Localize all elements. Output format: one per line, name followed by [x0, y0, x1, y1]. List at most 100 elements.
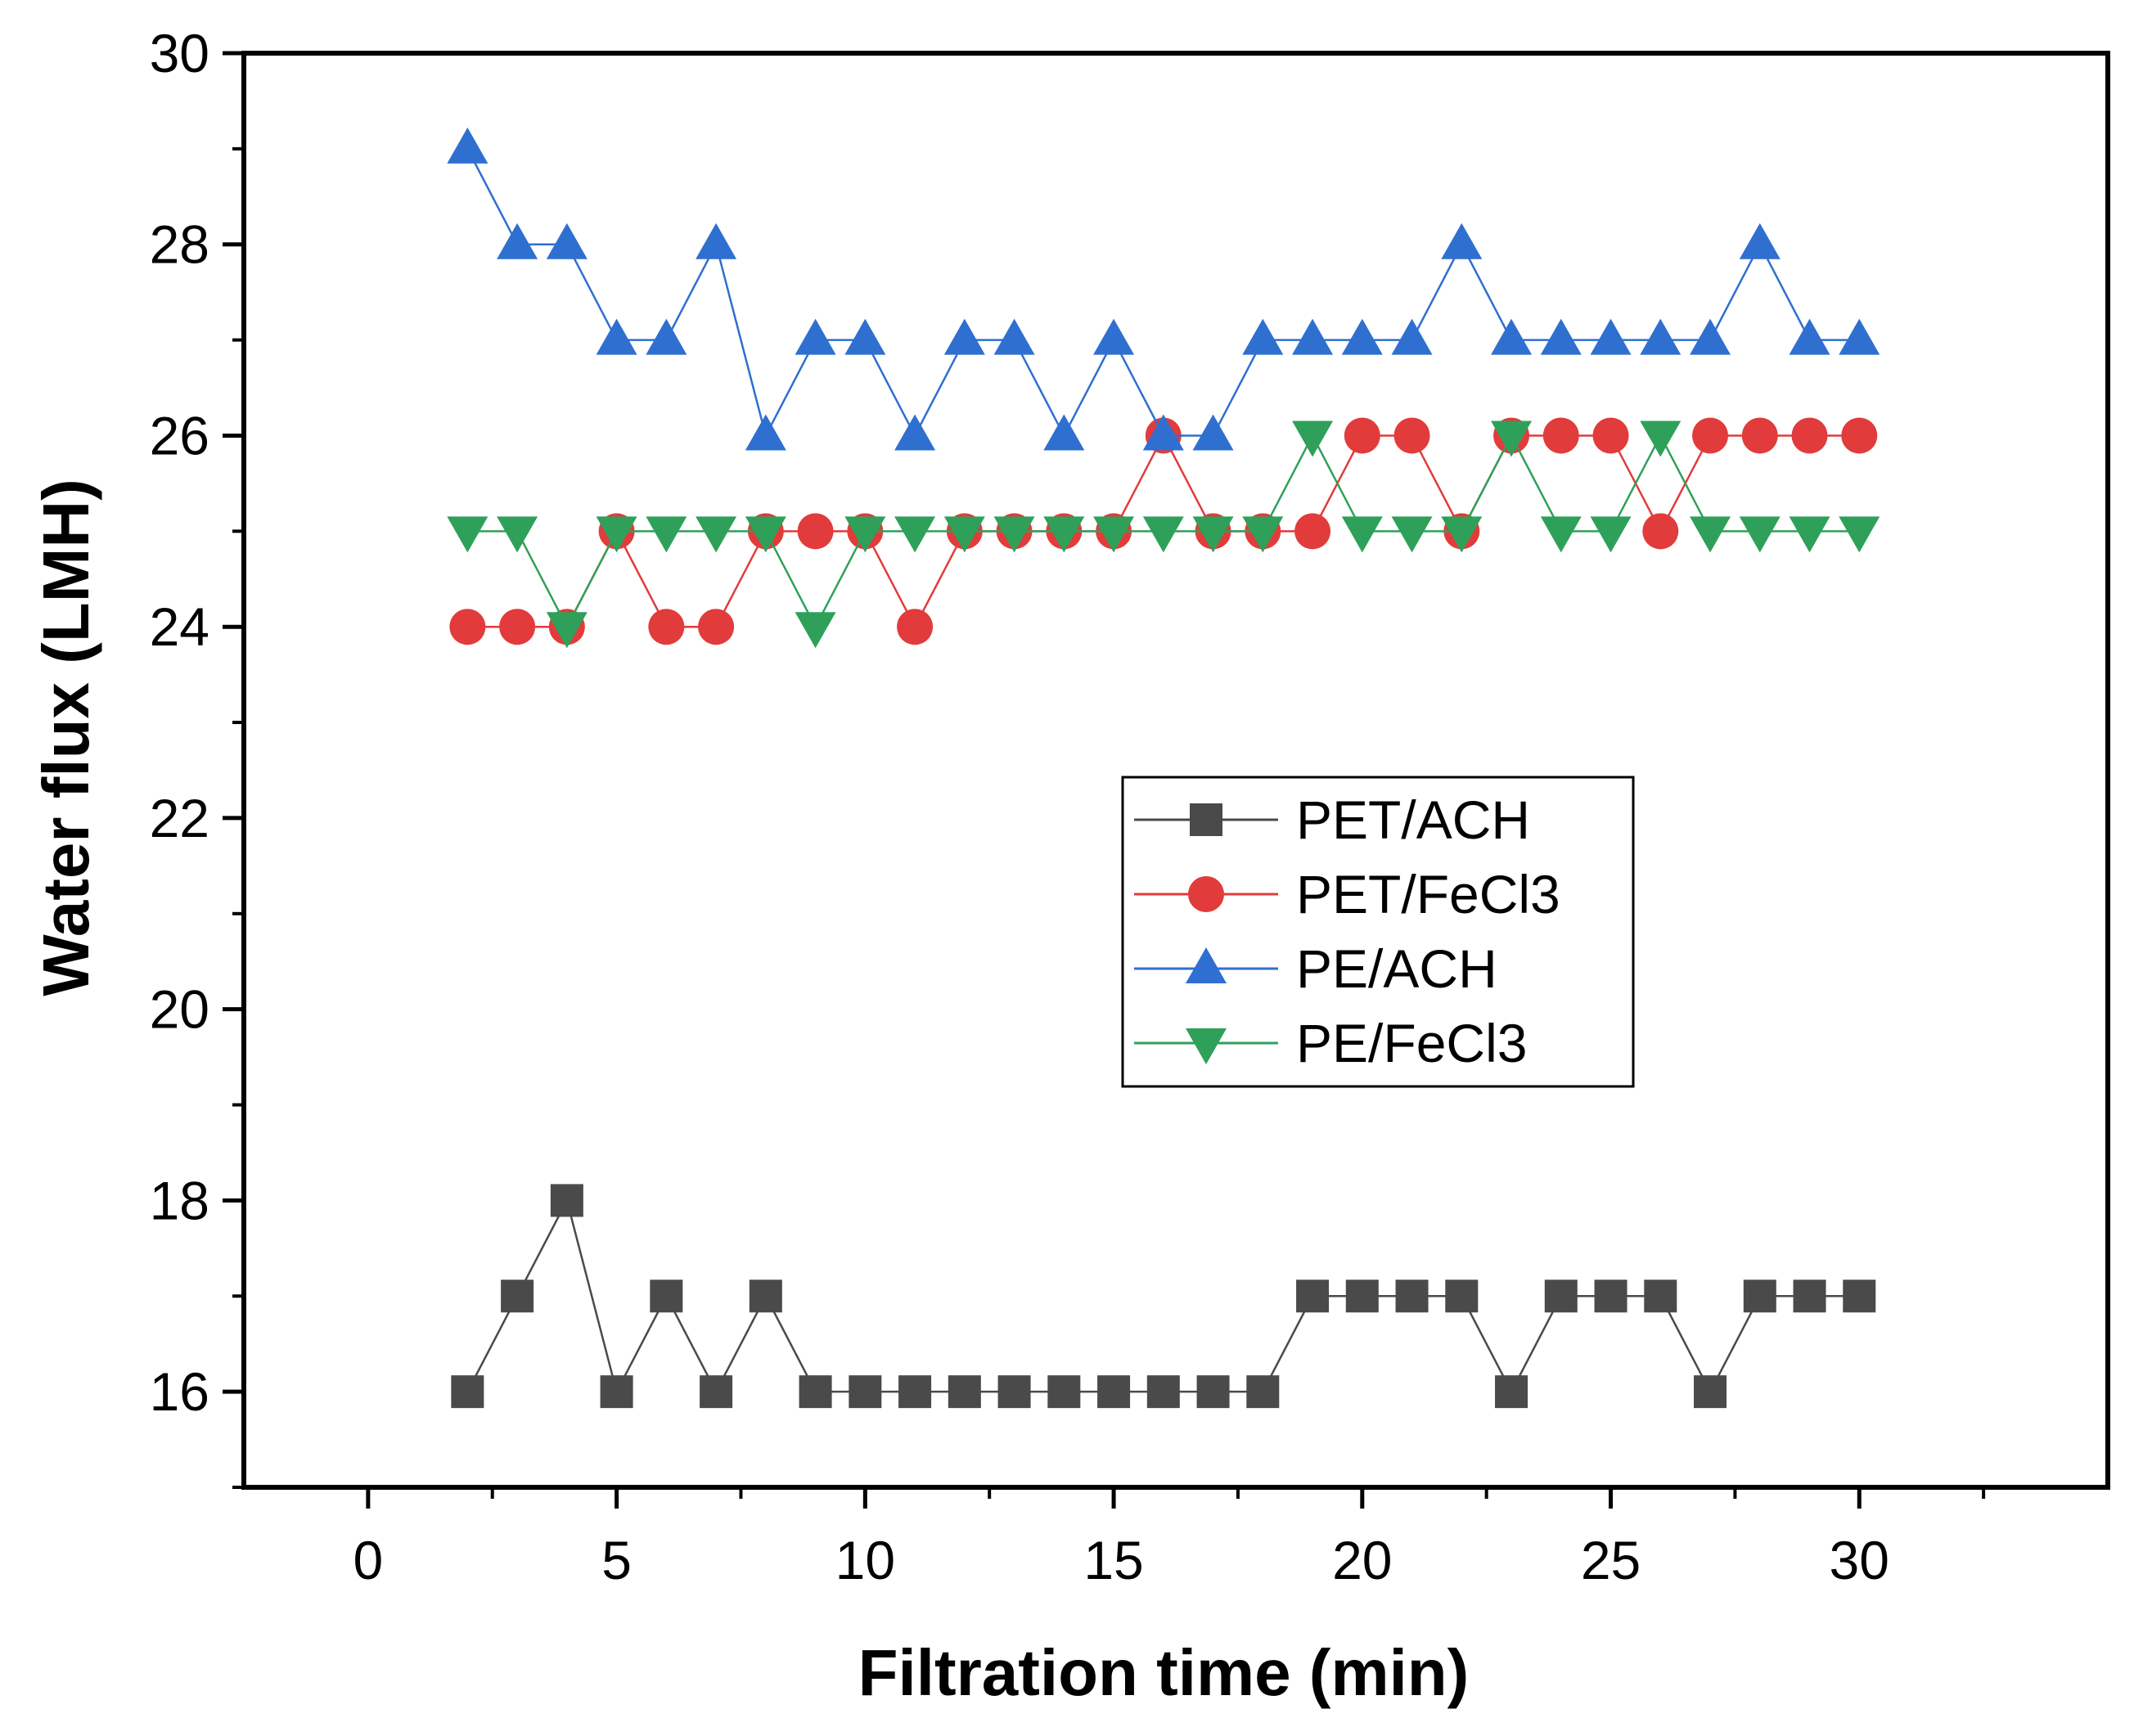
data-point — [1142, 414, 1184, 451]
data-point — [1441, 223, 1483, 259]
data-point — [696, 516, 737, 553]
data-point — [1242, 318, 1284, 355]
legend-marker — [1186, 1028, 1227, 1064]
data-point — [795, 612, 836, 649]
data-point — [1491, 318, 1533, 355]
data-point — [799, 1375, 832, 1409]
data-point — [1246, 1375, 1280, 1409]
x-tick-label: 30 — [1830, 1530, 1889, 1590]
data-point — [1542, 417, 1579, 454]
data-point — [648, 609, 685, 645]
data-point — [497, 223, 538, 259]
data-point — [844, 318, 886, 355]
y-tick-label: 24 — [150, 596, 209, 657]
data-point — [1594, 1280, 1628, 1313]
data-point — [749, 1280, 782, 1313]
data-point — [546, 612, 588, 649]
data-point — [696, 223, 737, 259]
data-point — [997, 1375, 1031, 1409]
data-point — [700, 1375, 733, 1409]
data-point — [1841, 417, 1878, 454]
y-tick-label: 16 — [150, 1361, 209, 1422]
data-point — [698, 609, 735, 645]
y-tick-label: 30 — [150, 23, 209, 83]
data-point — [596, 318, 637, 355]
data-point — [550, 1184, 583, 1217]
data-point — [1146, 1375, 1180, 1409]
data-point — [1441, 516, 1483, 553]
legend-marker — [1190, 803, 1222, 836]
data-point — [1640, 318, 1682, 355]
data-point — [897, 609, 934, 645]
legend-item: PE/ACH — [1134, 938, 1497, 999]
data-point — [894, 516, 936, 553]
data-point — [1540, 318, 1582, 355]
data-point — [1192, 414, 1234, 451]
data-point — [646, 516, 687, 553]
data-point — [1791, 417, 1828, 454]
data-point — [1292, 318, 1334, 355]
data-point — [1789, 516, 1830, 553]
data-point — [447, 127, 488, 164]
data-point — [451, 1375, 484, 1409]
data-point — [1843, 1280, 1876, 1313]
x-tick-label: 5 — [601, 1530, 632, 1590]
legend-marker — [1188, 876, 1224, 912]
data-point — [948, 1375, 981, 1409]
data-point — [1391, 516, 1433, 553]
x-tick-label: 0 — [353, 1530, 384, 1590]
data-point — [1097, 1375, 1131, 1409]
data-point — [844, 516, 886, 553]
data-point — [501, 1280, 534, 1313]
data-point — [1043, 516, 1085, 553]
data-point — [797, 513, 834, 550]
data-point — [1495, 1375, 1528, 1409]
data-point — [499, 609, 536, 645]
data-point — [1739, 223, 1781, 259]
series-pet-ach — [451, 1184, 1876, 1409]
y-axis-title: Water flux (LMH) — [29, 479, 102, 996]
legend-label: PET/FeCl3 — [1296, 864, 1560, 924]
legend-item: PE/FeCl3 — [1134, 1013, 1527, 1073]
series-pe-fecl3 — [447, 421, 1880, 649]
data-point — [1739, 516, 1781, 553]
data-point — [1590, 318, 1632, 355]
data-point — [1642, 513, 1679, 550]
legend-item: PET/FeCl3 — [1134, 864, 1560, 924]
x-tick-label: 25 — [1581, 1530, 1641, 1590]
data-point — [1047, 1375, 1081, 1409]
data-point — [1341, 516, 1383, 553]
data-point — [1741, 417, 1778, 454]
data-point — [943, 318, 985, 355]
data-point — [1592, 417, 1629, 454]
y-tick-label: 20 — [150, 979, 209, 1040]
data-point — [497, 516, 538, 553]
data-point — [943, 516, 985, 553]
data-point — [1445, 1280, 1479, 1313]
data-point — [1694, 1375, 1727, 1409]
data-point — [1690, 516, 1731, 553]
data-point — [1789, 318, 1830, 355]
x-tick-label: 10 — [835, 1530, 895, 1590]
data-point — [993, 318, 1035, 355]
data-point — [646, 318, 687, 355]
data-point — [1296, 1280, 1330, 1313]
data-point — [1393, 417, 1430, 454]
series-line — [466, 148, 1860, 438]
legend: PET/ACH PET/FeCl3 PE/ACH PE/FeCl3 — [1121, 776, 1635, 1088]
data-point — [1142, 516, 1184, 553]
data-point — [894, 414, 936, 451]
data-point — [1196, 1375, 1230, 1409]
data-point — [745, 516, 786, 553]
data-point — [1692, 417, 1729, 454]
data-point — [546, 223, 588, 259]
data-point — [1690, 318, 1731, 355]
legend-item: PET/ACH — [1134, 789, 1530, 850]
data-point — [1839, 318, 1880, 355]
series-layer — [447, 127, 1880, 1409]
legend-label: PE/ACH — [1296, 938, 1497, 999]
data-point — [1294, 513, 1331, 550]
data-point — [898, 1375, 932, 1409]
